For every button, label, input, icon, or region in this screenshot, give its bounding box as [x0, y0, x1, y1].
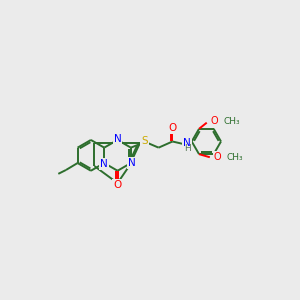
Text: O: O: [113, 180, 122, 190]
Text: N: N: [100, 159, 108, 169]
Text: O: O: [211, 116, 218, 126]
Text: S: S: [141, 136, 148, 146]
Text: N: N: [128, 158, 136, 168]
Text: O: O: [214, 152, 221, 162]
Text: CH₃: CH₃: [224, 117, 240, 126]
Text: N: N: [114, 134, 122, 144]
Text: H: H: [184, 144, 190, 153]
Text: CH₃: CH₃: [227, 153, 243, 162]
Text: N: N: [183, 138, 191, 148]
Text: O: O: [168, 123, 177, 133]
